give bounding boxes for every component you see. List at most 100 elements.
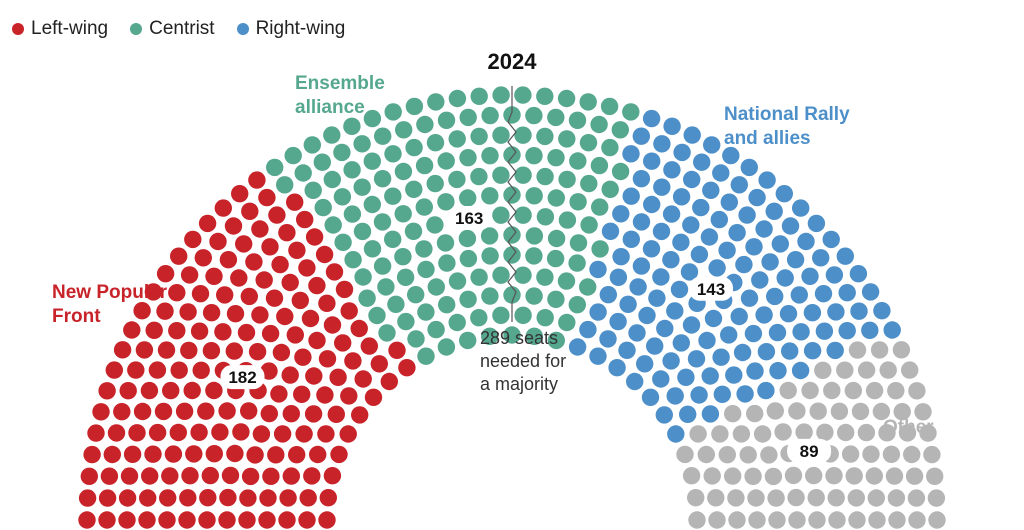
seat-dot [113, 341, 132, 359]
seat-dot [459, 108, 477, 127]
seat-dot [687, 350, 706, 368]
seat-dot [273, 425, 292, 443]
seat-dot [808, 511, 826, 529]
seat-dot [119, 382, 137, 400]
seat-dot [525, 227, 544, 245]
seat-dot [746, 362, 764, 380]
seat-dot [333, 143, 351, 162]
seat-dot [748, 511, 766, 529]
seat-dot [141, 467, 159, 485]
seat-dot [514, 206, 532, 224]
seat-dot [558, 211, 577, 229]
seat-dot [225, 342, 243, 360]
seat-dot [298, 259, 316, 277]
seat-dot [481, 327, 499, 345]
seat-dot [503, 326, 521, 344]
seat-dot [240, 402, 258, 420]
seat-dot [133, 402, 152, 421]
seat-dot [181, 467, 199, 485]
seat-dot [159, 489, 177, 507]
seat-dot [318, 511, 336, 529]
seat-count-label: 163 [455, 209, 483, 228]
seat-dot [898, 424, 917, 442]
seat-dot [135, 341, 154, 359]
seat-dot [178, 511, 196, 529]
seat-dot [350, 319, 368, 338]
seat-dot [682, 316, 701, 334]
party-name-label: New Popular [52, 282, 168, 303]
seat-dot [775, 185, 793, 203]
seat-dot [363, 195, 381, 214]
seat-dot [536, 268, 554, 286]
seat-dot [751, 271, 769, 289]
seat-dot [205, 381, 223, 400]
seat-dot [736, 385, 754, 403]
seat-dot [226, 444, 244, 463]
seat-dot [923, 445, 941, 464]
seat-dot [568, 296, 586, 314]
seat-dot [683, 126, 701, 144]
seat-dot [888, 511, 906, 529]
seat-dot [387, 295, 405, 313]
seat-dot [470, 127, 488, 146]
seat-dot [697, 445, 715, 464]
seat-dot [837, 423, 855, 442]
seat-dot [437, 111, 456, 129]
seat-dot [293, 385, 311, 403]
seat-dot [323, 126, 341, 144]
seat-dot [183, 381, 201, 400]
seat-dot [133, 302, 151, 320]
seat-dot [262, 467, 280, 485]
seat-dot [394, 205, 412, 223]
seat-dot [459, 290, 477, 308]
seat-dot [713, 385, 731, 403]
seat-dot [459, 249, 478, 268]
seat-dot [838, 322, 856, 340]
seat-dot [123, 445, 142, 463]
seat-dot [278, 511, 296, 529]
party-name-label: National Rally [724, 104, 850, 125]
seat-dot [144, 283, 163, 301]
seat-dot [622, 103, 640, 121]
seat-dot [673, 143, 691, 162]
seat-dot [291, 291, 309, 310]
seat-dot [744, 467, 762, 485]
seat-dot [417, 303, 435, 321]
seat-dot [579, 93, 597, 111]
seat-dot [334, 233, 352, 251]
seat-dot [879, 361, 897, 379]
seat-dot [908, 511, 926, 529]
seat-dot [732, 425, 751, 443]
seat-dot [202, 342, 221, 360]
seat-dot [314, 198, 332, 217]
seat-dot [448, 313, 466, 332]
seat-dot [170, 247, 188, 265]
seat-dot [448, 130, 466, 148]
seat-dot [908, 382, 926, 400]
seat-dot [882, 445, 901, 463]
seat-dot [384, 103, 402, 121]
seat-dot [825, 467, 843, 485]
seat-dot [340, 387, 358, 405]
seat-dot [579, 134, 598, 152]
seat-dot [812, 249, 830, 267]
seat-dot [844, 381, 862, 400]
seat-dot [216, 286, 234, 304]
seat-dot [198, 511, 216, 529]
seat-dot [327, 405, 345, 423]
party-name-label: and allies [724, 128, 811, 149]
seat-dot [887, 382, 905, 400]
seat-dot [688, 511, 706, 529]
seat-dot [701, 367, 719, 385]
legend-swatch [12, 23, 24, 35]
legend-swatch [130, 23, 143, 35]
seat-dot [98, 511, 116, 529]
seat-dot [558, 170, 576, 189]
seat-count-background [787, 438, 832, 463]
seat-dot [344, 352, 362, 370]
seat-dot [353, 222, 372, 241]
seat-dot [718, 241, 736, 259]
seat-dot [701, 405, 720, 423]
seat-dot [394, 162, 413, 181]
seat-dot [667, 425, 685, 443]
